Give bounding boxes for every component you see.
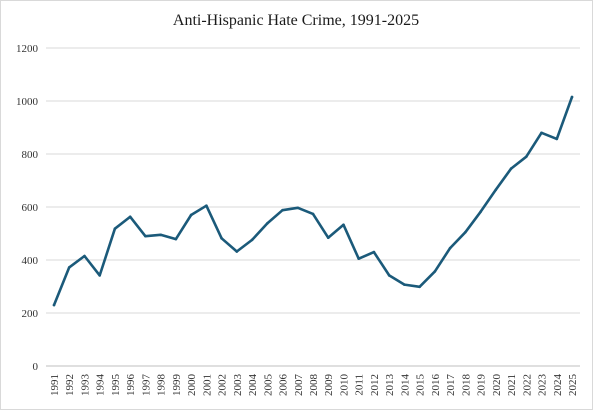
x-tick-label: 1996 bbox=[125, 374, 137, 397]
data-point-2003 bbox=[235, 250, 239, 253]
x-tick-label: 2012 bbox=[369, 374, 381, 396]
data-point-2025 bbox=[570, 95, 574, 99]
x-tick-label: 1994 bbox=[95, 374, 107, 397]
x-tick-label: 1993 bbox=[79, 374, 91, 397]
x-tick-label: 2014 bbox=[399, 374, 411, 397]
data-point-1991 bbox=[52, 303, 56, 307]
data-point-2006 bbox=[281, 208, 284, 212]
x-tick-label: 2022 bbox=[521, 374, 533, 396]
data-point-2020 bbox=[494, 188, 498, 192]
x-tick-label: 2023 bbox=[537, 374, 549, 397]
data-point-2001 bbox=[205, 204, 208, 207]
data-point-1995 bbox=[113, 227, 117, 231]
y-tick-label: 400 bbox=[22, 255, 39, 267]
data-point-2004 bbox=[250, 238, 254, 242]
x-tick-label: 2021 bbox=[506, 374, 518, 396]
x-tick-label: 2013 bbox=[384, 374, 396, 397]
data-point-2015 bbox=[418, 285, 421, 289]
x-tick-label: 2017 bbox=[445, 374, 457, 397]
y-tick-labels: 0 200 400 600 800 1000 1200 bbox=[16, 43, 39, 373]
y-tick-label: 200 bbox=[22, 308, 39, 320]
data-point-2002 bbox=[220, 236, 223, 240]
x-tick-label: 2010 bbox=[338, 374, 350, 397]
series-layer bbox=[52, 95, 574, 307]
y-tick-label: 1200 bbox=[16, 43, 39, 55]
x-tick-label: 2006 bbox=[278, 374, 290, 397]
data-point-2023 bbox=[540, 131, 543, 135]
data-point-2014 bbox=[403, 283, 406, 286]
data-point-1997 bbox=[144, 234, 147, 238]
data-point-2010 bbox=[342, 223, 345, 227]
y-tick-label: 600 bbox=[22, 202, 39, 214]
x-tick-label: 2019 bbox=[476, 374, 488, 397]
data-point-2019 bbox=[479, 210, 482, 214]
data-point-1994 bbox=[98, 274, 102, 277]
x-tick-labels: 1991 1992 1993 1994 1995 1996 1997 1998 1999 2000… bbox=[49, 373, 579, 396]
x-tick-label: 2000 bbox=[186, 374, 198, 397]
data-point-1993 bbox=[83, 254, 86, 258]
data-point-2018 bbox=[464, 230, 467, 234]
data-point-1998 bbox=[159, 233, 162, 237]
data-point-2007 bbox=[296, 206, 300, 210]
x-tick-label: 2018 bbox=[460, 374, 472, 397]
gridlines bbox=[46, 47, 580, 367]
chart-title: Anti-Hispanic Hate Crime, 1991-2025 bbox=[173, 12, 419, 29]
y-tick-label: 0 bbox=[33, 361, 39, 373]
x-tick-label: 2009 bbox=[323, 374, 335, 397]
x-tick-label: 2007 bbox=[293, 374, 305, 397]
data-point-2021 bbox=[509, 167, 513, 170]
data-point-1992 bbox=[67, 266, 71, 269]
data-point-2024 bbox=[555, 137, 559, 141]
data-point-1999 bbox=[174, 237, 178, 241]
x-tick-label: 1995 bbox=[110, 374, 122, 397]
data-point-2013 bbox=[387, 274, 391, 277]
x-tick-label: 2020 bbox=[491, 373, 503, 396]
x-tick-label: 1991 bbox=[49, 374, 61, 396]
x-tick-label: 2004 bbox=[247, 374, 259, 397]
data-point-2005 bbox=[265, 222, 269, 225]
data-point-2022 bbox=[524, 155, 528, 158]
x-tick-label: 1997 bbox=[140, 374, 152, 397]
x-tick-label: 2005 bbox=[262, 374, 274, 397]
x-tick-label: 2016 bbox=[430, 374, 442, 397]
data-point-2016 bbox=[433, 270, 437, 273]
x-tick-label: 2015 bbox=[415, 374, 427, 397]
data-point-1996 bbox=[128, 215, 132, 219]
y-tick-label: 1000 bbox=[16, 96, 39, 108]
data-point-2008 bbox=[311, 212, 315, 216]
x-tick-label: 2001 bbox=[201, 374, 213, 396]
x-tick-label: 2002 bbox=[217, 374, 229, 396]
x-tick-label: 1999 bbox=[171, 374, 183, 397]
x-tick-label: 2008 bbox=[308, 374, 320, 397]
x-tick-label: 2003 bbox=[232, 374, 244, 397]
y-tick-label: 800 bbox=[22, 149, 39, 161]
x-tick-label: 2025 bbox=[567, 374, 579, 397]
x-tick-label: 2024 bbox=[552, 374, 564, 397]
data-point-2000 bbox=[189, 213, 193, 217]
x-tick-label: 1998 bbox=[156, 374, 168, 397]
data-point-2009 bbox=[326, 236, 330, 240]
data-point-2011 bbox=[357, 257, 361, 260]
x-tick-label: 2011 bbox=[354, 374, 366, 396]
data-point-2012 bbox=[372, 250, 376, 254]
data-point-2017 bbox=[448, 246, 452, 250]
series-line-0 bbox=[52, 95, 574, 307]
x-tick-label: 1992 bbox=[64, 374, 76, 396]
